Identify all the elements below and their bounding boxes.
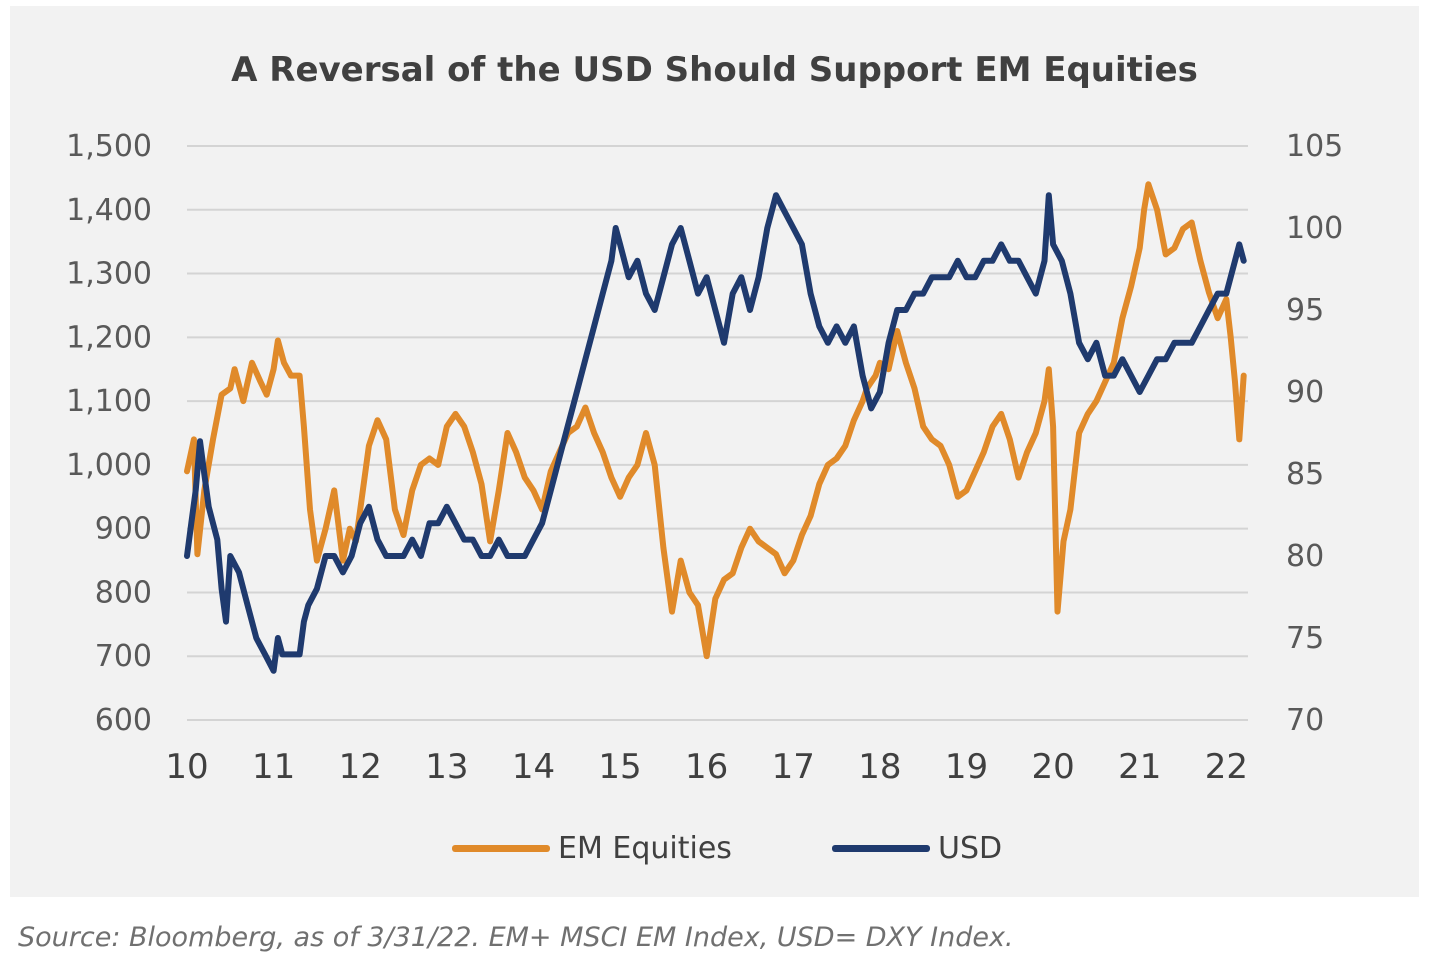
x-tick-label: 11 [252,747,295,787]
y-right-tick-label: 75 [1286,621,1324,656]
x-tick-label: 17 [772,747,815,787]
y-right-tick-label: 80 [1286,539,1324,574]
x-tick-label: 18 [858,747,901,787]
y-right-tick-label: 85 [1286,457,1324,492]
y-left-tick-label: 1,500 [66,129,152,164]
x-tick-label: 15 [598,747,641,787]
x-tick-label: 12 [339,747,382,787]
y-right-tick-label: 90 [1286,375,1324,410]
y-left-tick-label: 1,200 [66,320,152,355]
y-right-tick-label: 105 [1286,129,1343,164]
x-tick-label: 21 [1118,747,1161,787]
y-left-tick-label: 1,100 [66,384,152,419]
y-right-tick-label: 95 [1286,293,1324,328]
source-note: Source: Bloomberg, as of 3/31/22. EM+ MS… [18,922,1014,953]
y-left-tick-label: 700 [95,639,152,674]
x-tick-label: 13 [425,747,468,787]
series-line-usd [184,192,1247,674]
y-right-tick-label: 70 [1286,703,1324,738]
legend-swatch-em-equities [452,844,550,852]
chart-title: A Reversal of the USD Should Support EM … [231,50,1198,90]
x-tick-label: 19 [945,747,988,787]
chart-panel: A Reversal of the USD Should Support EM … [10,6,1419,897]
legend-swatch-usd [832,844,930,852]
x-tick-label: 22 [1205,747,1248,787]
y-right-tick-label: 100 [1286,211,1343,246]
x-tick-label: 20 [1031,747,1074,787]
x-tick-label: 16 [685,747,728,787]
series-line-em-equities [184,181,1247,660]
legend-item-em-equities: EM Equities [452,828,732,868]
y-left-tick-label: 1,300 [66,257,152,292]
x-tick-label: 14 [512,747,555,787]
legend-item-usd: USD [832,828,1002,868]
x-tick-label: 10 [165,747,208,787]
y-left-tick-label: 900 [95,512,152,547]
y-left-tick-label: 800 [95,575,152,610]
y-left-tick-label: 1,400 [66,193,152,228]
y-left-tick-label: 1,000 [66,448,152,483]
legend-label-usd: USD [938,830,1003,866]
y-left-tick-label: 600 [95,703,152,738]
legend-label-em-equities: EM Equities [558,830,732,866]
